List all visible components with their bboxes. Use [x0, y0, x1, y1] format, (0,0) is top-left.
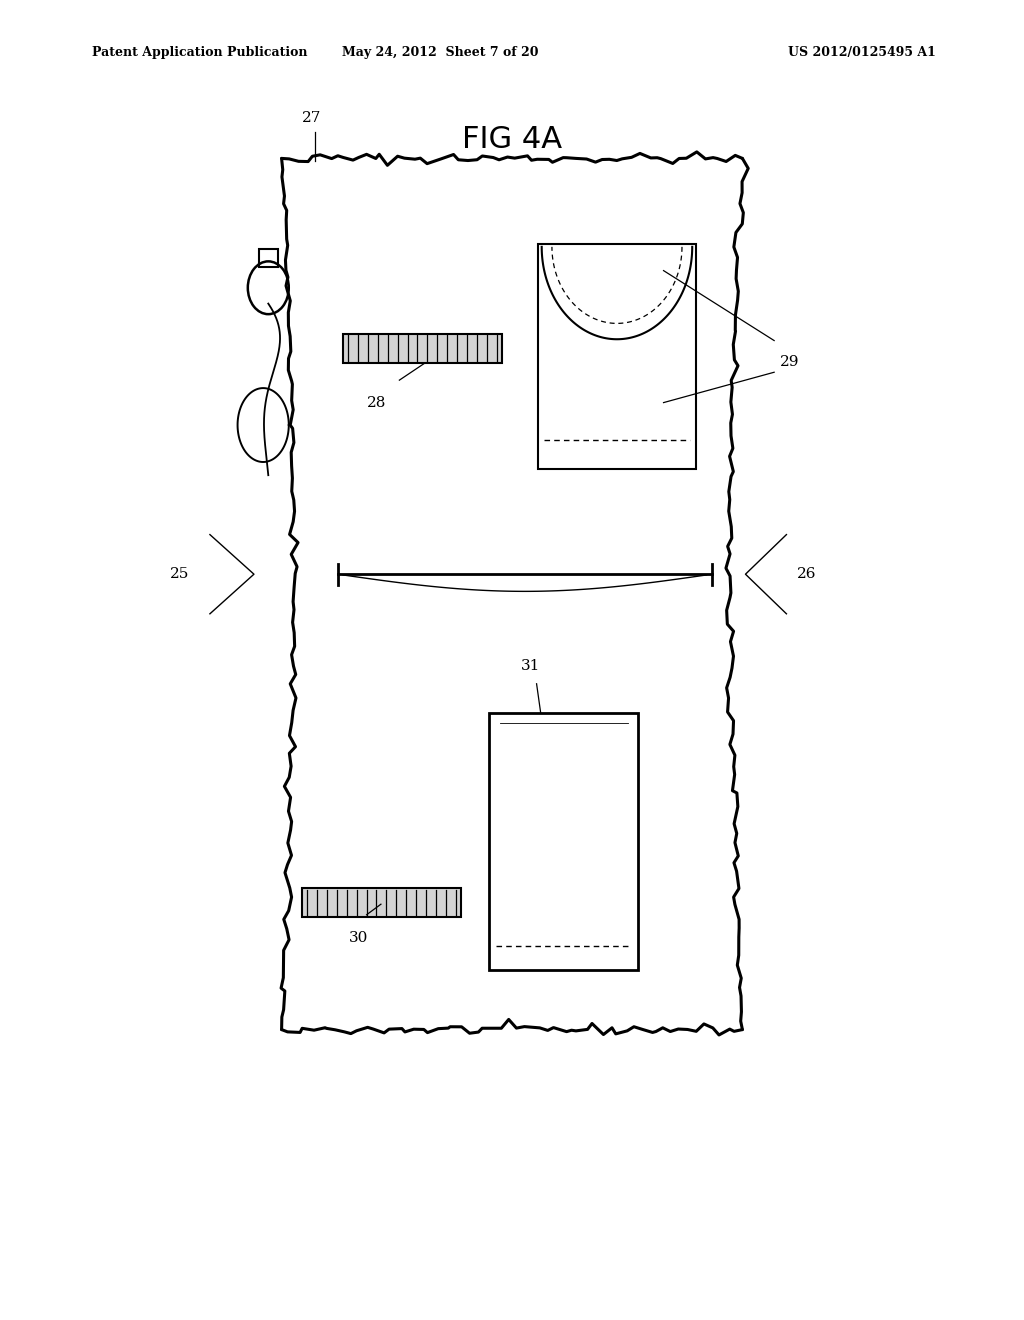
- Bar: [302, 888, 461, 917]
- Bar: [343, 334, 502, 363]
- Text: 28: 28: [368, 396, 386, 411]
- Bar: [489, 713, 638, 970]
- Text: 27: 27: [302, 111, 322, 125]
- Bar: [538, 244, 696, 469]
- Text: FIG 4A: FIG 4A: [462, 125, 562, 154]
- Bar: [259, 249, 278, 267]
- Text: US 2012/0125495 A1: US 2012/0125495 A1: [788, 46, 936, 59]
- Text: 31: 31: [521, 659, 540, 673]
- Text: Patent Application Publication: Patent Application Publication: [92, 46, 307, 59]
- Text: 29: 29: [780, 355, 800, 368]
- Text: May 24, 2012  Sheet 7 of 20: May 24, 2012 Sheet 7 of 20: [342, 46, 539, 59]
- Text: 25: 25: [170, 568, 189, 581]
- Text: 30: 30: [349, 931, 368, 945]
- Text: 26: 26: [797, 568, 816, 581]
